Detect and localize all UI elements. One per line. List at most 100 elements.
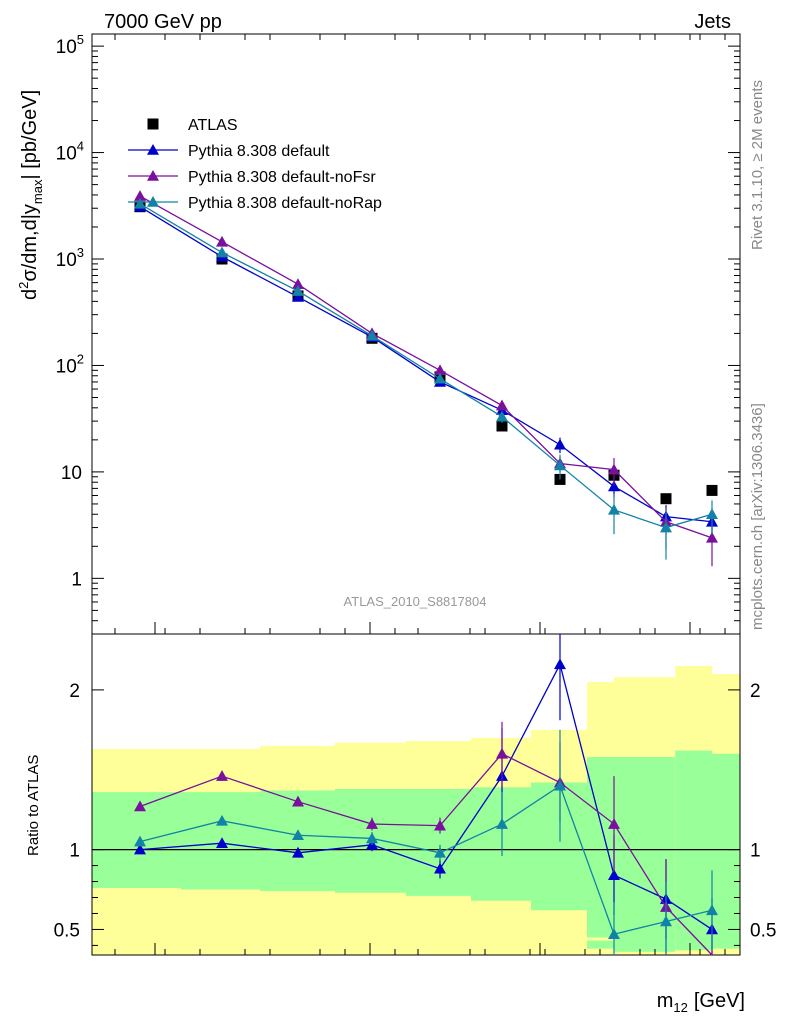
green-band-bin bbox=[260, 790, 335, 892]
data-point bbox=[608, 869, 620, 880]
ratio-series-noRap bbox=[134, 729, 718, 955]
legend-item: Pythia 8.308 default bbox=[128, 143, 330, 160]
yellow-band-extra bbox=[587, 937, 614, 941]
data-point bbox=[608, 480, 620, 492]
data-point bbox=[496, 399, 508, 411]
data-point bbox=[292, 795, 304, 807]
data-point bbox=[554, 438, 566, 450]
data-point bbox=[706, 484, 718, 496]
data-point bbox=[292, 829, 304, 841]
data-point bbox=[706, 531, 718, 543]
data-point bbox=[660, 915, 672, 927]
data-point bbox=[706, 904, 718, 916]
data-point bbox=[216, 770, 228, 781]
data-point bbox=[134, 197, 146, 209]
legend-marker bbox=[147, 144, 159, 155]
data-point bbox=[706, 508, 718, 520]
green-band-bin bbox=[675, 750, 712, 951]
legend-item: Pythia 8.308 default-noRap bbox=[128, 195, 382, 212]
green-band-bin bbox=[92, 792, 181, 888]
legend-item: Pythia 8.308 default-noFsr bbox=[128, 169, 376, 186]
ratio-frame bbox=[91, 633, 741, 956]
header-right-label: Jets bbox=[694, 11, 731, 33]
data-point bbox=[216, 837, 228, 849]
data-point bbox=[660, 493, 672, 505]
x-ticks bbox=[114, 34, 726, 955]
data-point bbox=[434, 364, 446, 376]
legend-item: ATLAS bbox=[147, 117, 238, 134]
data-point bbox=[434, 846, 446, 858]
data-point bbox=[434, 819, 446, 831]
data-point bbox=[292, 846, 304, 858]
data-point bbox=[660, 521, 672, 533]
legend-marker bbox=[147, 118, 159, 130]
series-line bbox=[139, 752, 713, 956]
main-series-noFsr bbox=[134, 190, 718, 567]
ratio-uncertainty-bands bbox=[92, 665, 740, 955]
x-axis-label-main: m bbox=[657, 990, 674, 1012]
series-line bbox=[139, 206, 713, 523]
x-axis-label-unit: [GeV] bbox=[694, 990, 745, 1012]
main-y-tick-label: 10 bbox=[61, 463, 82, 484]
ratio-y-axis-label: Ratio to ATLAS bbox=[25, 755, 42, 856]
data-point bbox=[554, 459, 566, 471]
data-point bbox=[608, 503, 620, 515]
analysis-label: ATLAS_2010_S8817804 bbox=[344, 594, 487, 609]
data-point bbox=[216, 814, 228, 826]
main-y-tick-label: 104 bbox=[56, 139, 84, 165]
series-line bbox=[139, 784, 713, 936]
data-point bbox=[496, 818, 508, 829]
data-point bbox=[216, 246, 228, 258]
x-axis-label-sub: 12 bbox=[673, 1000, 687, 1015]
legend-label: Pythia 8.308 default-noRap bbox=[188, 195, 382, 212]
data-point bbox=[366, 832, 378, 844]
svg-text:m12[GeV]: m12 [GeV] bbox=[657, 990, 745, 1015]
series-line bbox=[139, 662, 713, 930]
legend-label: ATLAS bbox=[188, 117, 238, 134]
main-y-tick-label: 105 bbox=[56, 32, 84, 58]
data-point bbox=[496, 747, 508, 759]
data-point bbox=[496, 410, 508, 422]
ratio-y-tick-label-left: 2 bbox=[69, 681, 80, 702]
series-line bbox=[139, 203, 713, 529]
green-band-bin bbox=[406, 788, 471, 896]
data-point bbox=[134, 835, 146, 847]
data-point bbox=[608, 928, 620, 940]
data-point bbox=[134, 843, 146, 855]
data-point bbox=[434, 372, 446, 384]
ratio-y-tick-label-right: 1 bbox=[750, 841, 761, 862]
ratio-y-tick-label-left: 0.5 bbox=[54, 920, 80, 941]
legend-label: Pythia 8.308 default bbox=[188, 143, 330, 160]
x-axis-label: m12 [GeV] bbox=[657, 990, 745, 1015]
data-point bbox=[216, 235, 228, 247]
legend-marker bbox=[147, 196, 159, 207]
ratio-y-tick-label-right: 2 bbox=[750, 681, 761, 702]
data-point bbox=[134, 800, 146, 812]
data-point bbox=[292, 290, 304, 302]
green-band-bin bbox=[531, 782, 587, 911]
rivet-label: Rivet 3.1.10, ≥ 2M events bbox=[749, 80, 766, 250]
legend-marker bbox=[147, 170, 159, 181]
data-point bbox=[554, 779, 566, 791]
green-band-bin bbox=[471, 787, 531, 901]
main-y-tick-label: 1 bbox=[71, 569, 82, 590]
data-point bbox=[366, 818, 378, 829]
main-y-tick-label: 102 bbox=[56, 351, 84, 377]
ratio-y-tick-label-right: 0.5 bbox=[750, 920, 776, 941]
header-left-label: 7000 GeV pp bbox=[104, 11, 222, 33]
data-point bbox=[292, 278, 304, 289]
legend-label: Pythia 8.308 default-noFsr bbox=[188, 169, 376, 186]
data-point bbox=[496, 420, 508, 432]
main-y-tick-label: 103 bbox=[56, 245, 84, 271]
legend: ATLAS Pythia 8.308 default Pythia 8.308 de… bbox=[128, 117, 382, 212]
data-point bbox=[608, 463, 620, 475]
ratio-panel: 0.5 0.5 1 1 2 2 bbox=[54, 34, 776, 956]
data-point bbox=[608, 818, 620, 829]
green-band-bin bbox=[712, 753, 740, 949]
series-line bbox=[139, 195, 713, 539]
data-point bbox=[292, 285, 304, 296]
data-point bbox=[554, 658, 566, 670]
main-series-noRap bbox=[134, 197, 718, 560]
